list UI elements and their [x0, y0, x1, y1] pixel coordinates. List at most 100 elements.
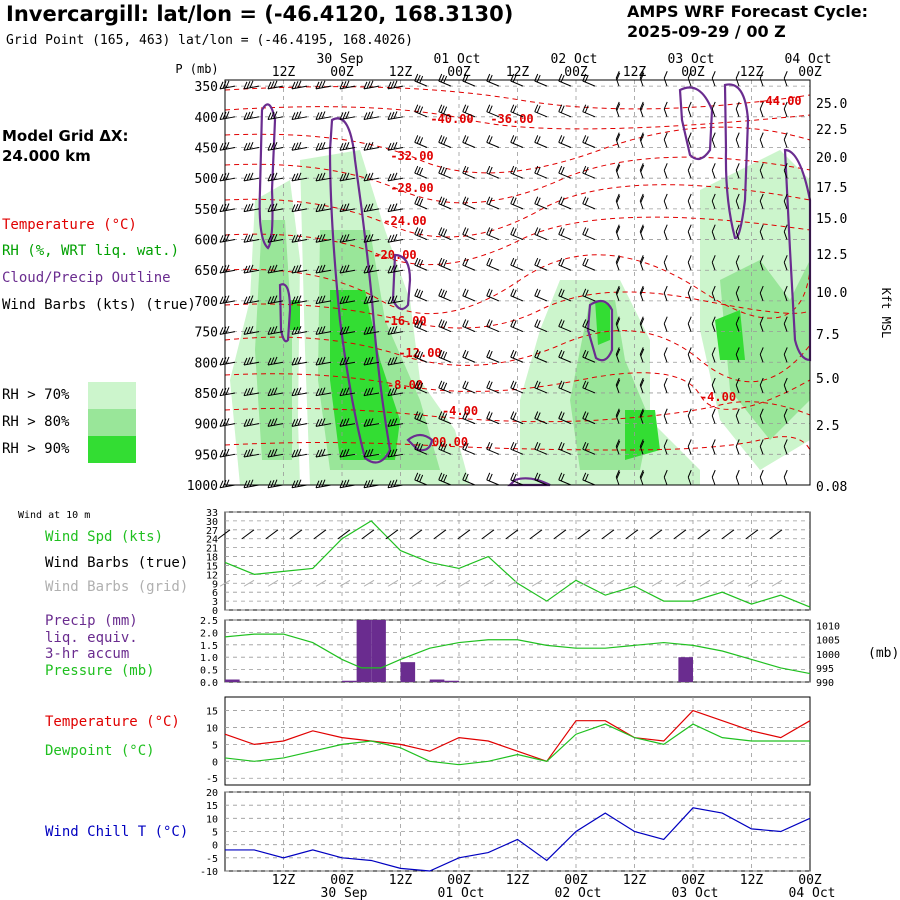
- wind-barb-flag: [222, 265, 227, 273]
- wind-barb-flag: [488, 381, 493, 390]
- wind-barb-staff: [243, 361, 260, 366]
- precip-bar: [371, 620, 386, 682]
- wind-barb-staff: [735, 415, 740, 424]
- wind-barb-staff: [363, 177, 380, 182]
- wind-barb-staff: [339, 269, 356, 274]
- wind-10m-grid-barb: [675, 579, 687, 587]
- wind-barb-flag: [462, 257, 467, 266]
- wind-barb-staff: [438, 264, 452, 271]
- wind-barb-flag: [342, 479, 347, 488]
- cloud-precip-outline: [678, 86, 714, 161]
- wind-barb-flag: [243, 235, 248, 243]
- wind-barb-flag: [536, 258, 541, 267]
- wind-barb-flag: [243, 204, 248, 212]
- wind-barb-staff: [363, 269, 380, 274]
- wind-barb-flag: [438, 441, 443, 450]
- wind-barb-flag: [443, 382, 448, 391]
- wind-barb-flag: [267, 112, 272, 120]
- wind-barb-flag: [222, 326, 227, 334]
- wind-barb-flag: [363, 388, 368, 396]
- wind-barb-flag: [369, 326, 374, 334]
- wind-barb-staff: [582, 111, 596, 118]
- wind-barb-flag: [273, 356, 278, 365]
- wind-barb-flag: [414, 380, 419, 389]
- wind-barb-flag: [687, 347, 692, 355]
- wind-barb-staff: [558, 203, 572, 210]
- wind-barb-staff: [438, 325, 452, 333]
- wind-barb-flag: [345, 448, 350, 457]
- wind-barb-flag: [510, 196, 515, 204]
- wind-barb-flag: [438, 196, 443, 204]
- wind-barb-flag: [390, 295, 395, 304]
- wind-barb-flag: [393, 203, 398, 211]
- wind-barb-flag: [363, 265, 368, 274]
- wind-barb-staff: [291, 423, 308, 427]
- temperature-contour: [224, 401, 811, 423]
- bottom-time-tick-label: 00Z: [447, 873, 471, 888]
- wind-barb-staff: [339, 453, 356, 458]
- pressure-tick-label: 995: [816, 664, 834, 675]
- wind-barb-staff: [315, 85, 332, 90]
- wind-barb-flag: [735, 71, 740, 79]
- wind-barb-flag: [249, 233, 254, 242]
- height-tick-label: 25.0: [816, 97, 847, 112]
- wind-barb-flag: [315, 327, 320, 335]
- wind-barb-flag: [249, 172, 254, 181]
- wind-barb-staff: [759, 354, 764, 363]
- wind-barb-flag: [387, 357, 392, 366]
- wind-barb-flag: [663, 224, 668, 232]
- legend-precip-liq: liq. equiv.: [45, 630, 138, 646]
- wind-barb-flag: [222, 295, 227, 304]
- wind-chill-tick-label: 0: [212, 841, 218, 852]
- wind-barb-flag: [711, 255, 716, 263]
- wind-barb-staff: [462, 172, 476, 179]
- wind-barb-flag: [414, 257, 419, 266]
- wind-barb-staff: [438, 203, 452, 210]
- wind-barb-staff: [387, 361, 404, 366]
- wind-barb-flag: [534, 196, 539, 204]
- wind-barb-flag: [291, 143, 296, 151]
- wind-barb-flag: [416, 197, 421, 205]
- wind-barb-flag: [687, 163, 692, 171]
- wind-barb-staff: [267, 300, 284, 305]
- wind-barb-staff: [462, 141, 476, 148]
- wind-10m-barb: [337, 529, 351, 540]
- wind-barb-flag: [345, 233, 350, 242]
- wind-barb-flag: [249, 203, 254, 211]
- wind-barb-staff: [510, 203, 524, 210]
- wind-barb-flag: [414, 227, 419, 235]
- wind-barb-flag: [558, 380, 563, 389]
- wind-barb-flag: [342, 387, 347, 396]
- wind-barb-flag: [510, 104, 515, 112]
- legend-rh80-swatch: [88, 409, 136, 436]
- wind-barb-flag: [366, 357, 371, 365]
- wind-barb-flag: [315, 173, 320, 182]
- wind-barb-flag: [267, 265, 272, 274]
- wind-barb-flag: [419, 106, 424, 114]
- wind-barb-flag: [222, 387, 227, 396]
- wind-barb-staff: [243, 85, 260, 90]
- wind-barb-flag: [711, 101, 716, 110]
- wind-barb-staff: [711, 200, 716, 210]
- wind-10m-grid-barb: [459, 579, 471, 587]
- wind-barb-flag: [393, 141, 398, 150]
- wind-barb-flag: [390, 449, 395, 457]
- wind-barb-flag: [616, 103, 621, 111]
- pressure-tick-label: 550: [195, 203, 218, 218]
- pressure-tick-label: 350: [195, 80, 218, 95]
- wind-barb-flag: [560, 166, 565, 175]
- wind-barb-flag: [273, 264, 278, 273]
- wind-barb-flag: [464, 258, 469, 267]
- cloud-precip-outline: [258, 103, 277, 250]
- legend-temperature-2: Temperature (°C): [45, 714, 180, 730]
- wind-barb-flag: [222, 234, 227, 242]
- wind-barb-staff: [687, 108, 692, 117]
- wind-barb-flag: [584, 197, 589, 205]
- wind-barb-flag: [222, 449, 227, 457]
- wind-barb-staff: [267, 453, 284, 458]
- wind-barb-flag: [297, 172, 302, 181]
- wind-barb-flag: [759, 377, 764, 386]
- wind-barb-flag: [315, 143, 320, 151]
- wind-barb-flag: [345, 295, 350, 303]
- pressure-line: [224, 633, 811, 675]
